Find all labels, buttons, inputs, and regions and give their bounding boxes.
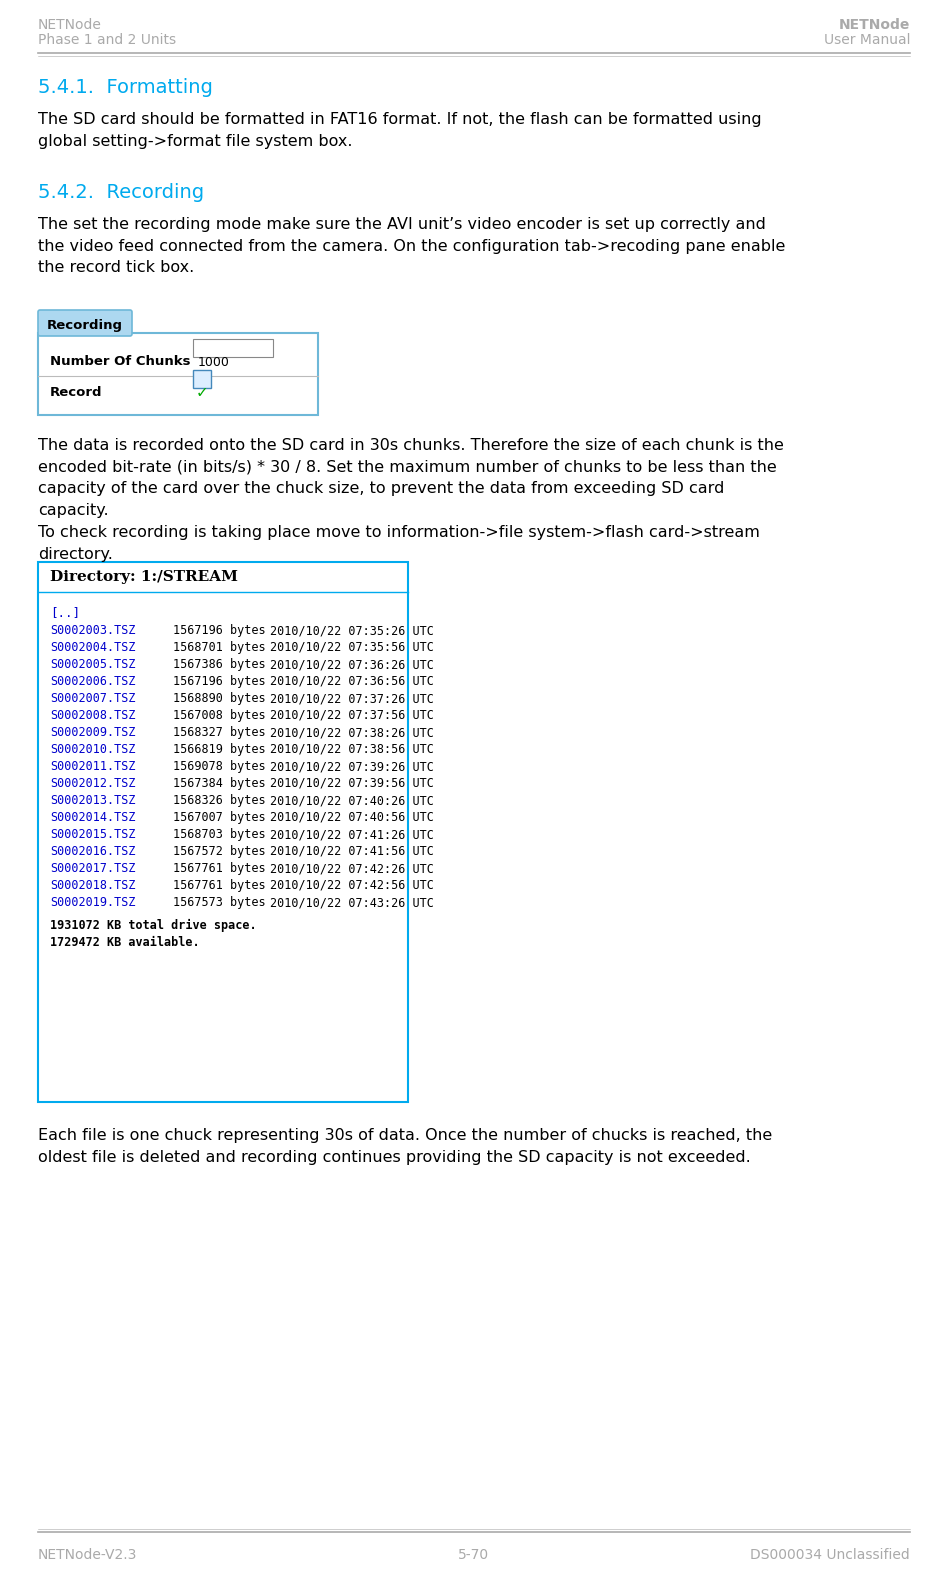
Text: 1567386 bytes: 1567386 bytes xyxy=(173,658,265,671)
Text: 2010/10/22 07:40:56 UTC: 2010/10/22 07:40:56 UTC xyxy=(270,811,434,824)
Text: S0002007.TSZ: S0002007.TSZ xyxy=(50,691,135,706)
Text: 2010/10/22 07:35:26 UTC: 2010/10/22 07:35:26 UTC xyxy=(270,624,434,636)
Text: NETNode: NETNode xyxy=(38,17,102,32)
Text: DS000034 Unclassified: DS000034 Unclassified xyxy=(750,1548,910,1562)
Text: 1000: 1000 xyxy=(198,356,230,369)
Text: Phase 1 and 2 Units: Phase 1 and 2 Units xyxy=(38,33,176,47)
Text: S0002005.TSZ: S0002005.TSZ xyxy=(50,658,135,671)
FancyBboxPatch shape xyxy=(38,332,318,414)
Text: 1567007 bytes: 1567007 bytes xyxy=(173,811,265,824)
Text: User Manual: User Manual xyxy=(824,33,910,47)
Text: S0002011.TSZ: S0002011.TSZ xyxy=(50,761,135,773)
Text: Each file is one chuck representing 30s of data. Once the number of chucks is re: Each file is one chuck representing 30s … xyxy=(38,1128,772,1164)
Text: Recording: Recording xyxy=(47,318,123,331)
Text: 1566819 bytes: 1566819 bytes xyxy=(173,743,265,756)
Text: 5.4.1.  Formatting: 5.4.1. Formatting xyxy=(38,79,213,98)
Text: S0002014.TSZ: S0002014.TSZ xyxy=(50,811,135,824)
FancyBboxPatch shape xyxy=(193,370,211,387)
Text: 2010/10/22 07:43:26 UTC: 2010/10/22 07:43:26 UTC xyxy=(270,896,434,909)
Text: S0002010.TSZ: S0002010.TSZ xyxy=(50,743,135,756)
Text: 1567572 bytes: 1567572 bytes xyxy=(173,846,265,858)
Text: Number Of Chunks: Number Of Chunks xyxy=(50,354,190,369)
Text: 2010/10/22 07:41:26 UTC: 2010/10/22 07:41:26 UTC xyxy=(270,828,434,841)
Text: 1567384 bytes: 1567384 bytes xyxy=(173,776,265,791)
Text: S0002006.TSZ: S0002006.TSZ xyxy=(50,676,135,688)
Text: The data is recorded onto the SD card in 30s chunks. Therefore the size of each : The data is recorded onto the SD card in… xyxy=(38,438,784,518)
Text: 1568327 bytes: 1568327 bytes xyxy=(173,726,265,739)
Text: S0002019.TSZ: S0002019.TSZ xyxy=(50,896,135,909)
Text: 5.4.2.  Recording: 5.4.2. Recording xyxy=(38,183,205,202)
Text: 1569078 bytes: 1569078 bytes xyxy=(173,761,265,773)
Text: 2010/10/22 07:42:56 UTC: 2010/10/22 07:42:56 UTC xyxy=(270,879,434,891)
Text: Directory: 1:/STREAM: Directory: 1:/STREAM xyxy=(50,570,238,584)
Text: S0002008.TSZ: S0002008.TSZ xyxy=(50,709,135,721)
Text: 1568701 bytes: 1568701 bytes xyxy=(173,641,265,654)
Text: 2010/10/22 07:39:26 UTC: 2010/10/22 07:39:26 UTC xyxy=(270,761,434,773)
Text: 2010/10/22 07:37:26 UTC: 2010/10/22 07:37:26 UTC xyxy=(270,691,434,706)
Text: 1568890 bytes: 1568890 bytes xyxy=(173,691,265,706)
Text: S0002015.TSZ: S0002015.TSZ xyxy=(50,828,135,841)
Text: [..]: [..] xyxy=(50,606,80,619)
Text: 2010/10/22 07:36:26 UTC: 2010/10/22 07:36:26 UTC xyxy=(270,658,434,671)
Text: Record: Record xyxy=(50,386,102,398)
Text: 2010/10/22 07:39:56 UTC: 2010/10/22 07:39:56 UTC xyxy=(270,776,434,791)
Text: 1567008 bytes: 1567008 bytes xyxy=(173,709,265,721)
Text: S0002012.TSZ: S0002012.TSZ xyxy=(50,776,135,791)
Text: S0002003.TSZ: S0002003.TSZ xyxy=(50,624,135,636)
Text: 1567196 bytes: 1567196 bytes xyxy=(173,676,265,688)
Text: S0002004.TSZ: S0002004.TSZ xyxy=(50,641,135,654)
Text: S0002013.TSZ: S0002013.TSZ xyxy=(50,794,135,806)
Text: NETNode: NETNode xyxy=(839,17,910,32)
Text: 2010/10/22 07:36:56 UTC: 2010/10/22 07:36:56 UTC xyxy=(270,676,434,688)
Text: S0002018.TSZ: S0002018.TSZ xyxy=(50,879,135,891)
Text: S0002009.TSZ: S0002009.TSZ xyxy=(50,726,135,739)
Text: 5-70: 5-70 xyxy=(458,1548,489,1562)
Text: S0002016.TSZ: S0002016.TSZ xyxy=(50,846,135,858)
Text: 2010/10/22 07:37:56 UTC: 2010/10/22 07:37:56 UTC xyxy=(270,709,434,721)
Text: NETNode-V2.3: NETNode-V2.3 xyxy=(38,1548,137,1562)
Text: 1729472 KB available.: 1729472 KB available. xyxy=(50,936,200,950)
Text: 1568326 bytes: 1568326 bytes xyxy=(173,794,265,806)
Text: 2010/10/22 07:38:56 UTC: 2010/10/22 07:38:56 UTC xyxy=(270,743,434,756)
Text: 1931072 KB total drive space.: 1931072 KB total drive space. xyxy=(50,918,257,932)
FancyBboxPatch shape xyxy=(193,339,273,358)
Text: The set the recording mode make sure the AVI unit’s video encoder is set up corr: The set the recording mode make sure the… xyxy=(38,217,785,276)
Text: 2010/10/22 07:38:26 UTC: 2010/10/22 07:38:26 UTC xyxy=(270,726,434,739)
Text: ✓: ✓ xyxy=(196,384,208,400)
Text: 1568703 bytes: 1568703 bytes xyxy=(173,828,265,841)
Text: 1567761 bytes: 1567761 bytes xyxy=(173,879,265,891)
Text: 1567761 bytes: 1567761 bytes xyxy=(173,862,265,876)
Text: 1567196 bytes: 1567196 bytes xyxy=(173,624,265,636)
FancyBboxPatch shape xyxy=(38,310,132,335)
Text: The SD card should be formatted in FAT16 format. If not, the flash can be format: The SD card should be formatted in FAT16… xyxy=(38,112,761,148)
Text: 2010/10/22 07:35:56 UTC: 2010/10/22 07:35:56 UTC xyxy=(270,641,434,654)
Text: S0002017.TSZ: S0002017.TSZ xyxy=(50,862,135,876)
FancyBboxPatch shape xyxy=(38,562,408,1102)
Text: 2010/10/22 07:40:26 UTC: 2010/10/22 07:40:26 UTC xyxy=(270,794,434,806)
Text: 2010/10/22 07:42:26 UTC: 2010/10/22 07:42:26 UTC xyxy=(270,862,434,876)
Text: To check recording is taking place move to information->file system->flash card-: To check recording is taking place move … xyxy=(38,524,759,562)
Text: 2010/10/22 07:41:56 UTC: 2010/10/22 07:41:56 UTC xyxy=(270,846,434,858)
Text: 1567573 bytes: 1567573 bytes xyxy=(173,896,265,909)
